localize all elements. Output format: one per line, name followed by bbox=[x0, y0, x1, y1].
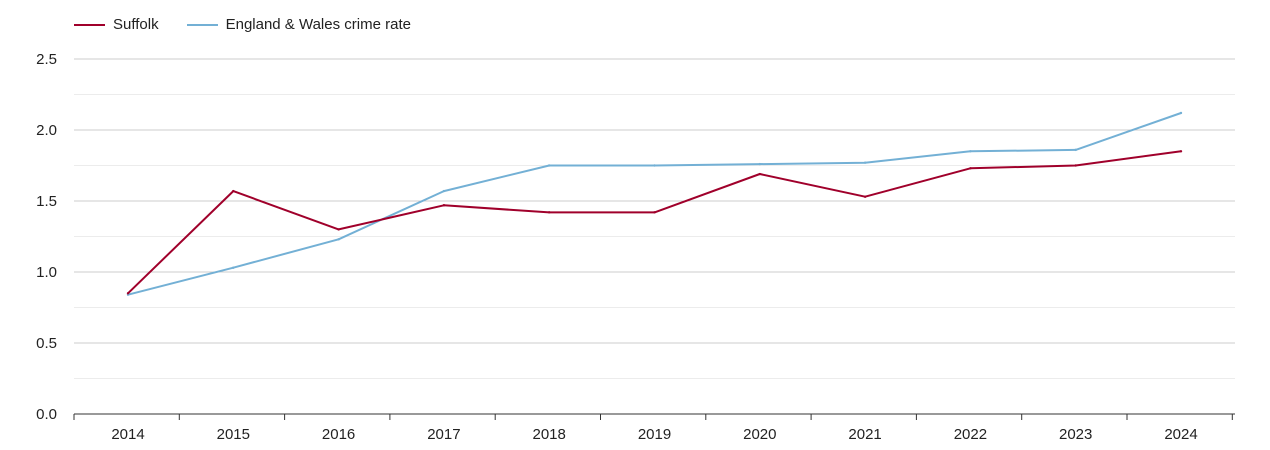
data-point-england-wales[interactable] bbox=[653, 164, 656, 167]
x-tick-label: 2015 bbox=[217, 426, 250, 443]
data-point-england-wales[interactable] bbox=[863, 161, 867, 164]
data-point-suffolk[interactable] bbox=[969, 167, 972, 170]
data-point-suffolk[interactable] bbox=[1179, 150, 1183, 153]
legend-swatch-suffolk bbox=[74, 23, 105, 26]
series-line-england-wales[interactable] bbox=[127, 112, 1182, 296]
legend-item-england-wales[interactable]: England & Wales crime rate bbox=[186, 16, 411, 33]
x-tick-label: 2019 bbox=[638, 426, 671, 443]
grid-lines bbox=[74, 58, 1235, 379]
data-point-england-wales[interactable] bbox=[1074, 148, 1077, 152]
x-tick-label: 2017 bbox=[427, 426, 460, 443]
legend-swatch-england-wales bbox=[186, 23, 218, 26]
data-point-england-wales[interactable] bbox=[232, 266, 235, 269]
data-point-suffolk[interactable] bbox=[1074, 164, 1077, 167]
data-point-england-wales[interactable] bbox=[442, 189, 446, 193]
legend-label-england-wales: England & Wales crime rate bbox=[225, 16, 411, 33]
y-tick-label: 2.0 bbox=[36, 122, 57, 139]
data-point-suffolk[interactable] bbox=[863, 195, 867, 198]
x-tick-label: 2014 bbox=[111, 426, 144, 443]
y-axis: 0.0 0.5 1.0 1.5 2.0 2.5 bbox=[36, 51, 57, 423]
y-tick-label: 2.5 bbox=[36, 51, 57, 68]
data-point-suffolk[interactable] bbox=[758, 172, 761, 176]
data-point-suffolk[interactable] bbox=[653, 211, 656, 214]
x-tick-label: 2023 bbox=[1059, 426, 1092, 443]
series-lines bbox=[126, 111, 1183, 296]
data-point-england-wales[interactable] bbox=[969, 150, 972, 153]
x-tick-label: 2018 bbox=[533, 426, 566, 443]
y-tick-label: 0.5 bbox=[36, 335, 57, 352]
x-tick-label: 2022 bbox=[954, 426, 987, 443]
x-tick-label: 2016 bbox=[322, 426, 355, 443]
data-point-suffolk[interactable] bbox=[337, 228, 340, 231]
data-point-england-wales[interactable] bbox=[1179, 111, 1183, 115]
data-point-suffolk[interactable] bbox=[232, 189, 235, 193]
data-point-suffolk[interactable] bbox=[548, 211, 551, 214]
x-tick-label: 2021 bbox=[848, 426, 881, 443]
data-point-england-wales[interactable] bbox=[548, 164, 551, 167]
x-axis: 2014 2015 2016 2017 2018 2019 2020 2021 2022 2023… bbox=[73, 413, 1235, 443]
legend-label-suffolk: Suffolk bbox=[113, 16, 159, 33]
y-tick-label: 0.0 bbox=[36, 406, 57, 423]
data-point-england-wales[interactable] bbox=[337, 238, 340, 241]
x-tick-label: 2020 bbox=[743, 426, 776, 443]
y-tick-label: 1.0 bbox=[36, 264, 57, 281]
chart-legend: Suffolk England & Wales crime rate bbox=[74, 16, 411, 33]
data-point-england-wales[interactable] bbox=[758, 162, 761, 166]
data-point-suffolk[interactable] bbox=[126, 292, 130, 295]
data-point-suffolk[interactable] bbox=[442, 204, 446, 207]
legend-item-suffolk[interactable]: Suffolk bbox=[74, 16, 159, 33]
y-tick-label: 1.5 bbox=[36, 193, 57, 210]
x-tick-label: 2024 bbox=[1164, 426, 1197, 443]
